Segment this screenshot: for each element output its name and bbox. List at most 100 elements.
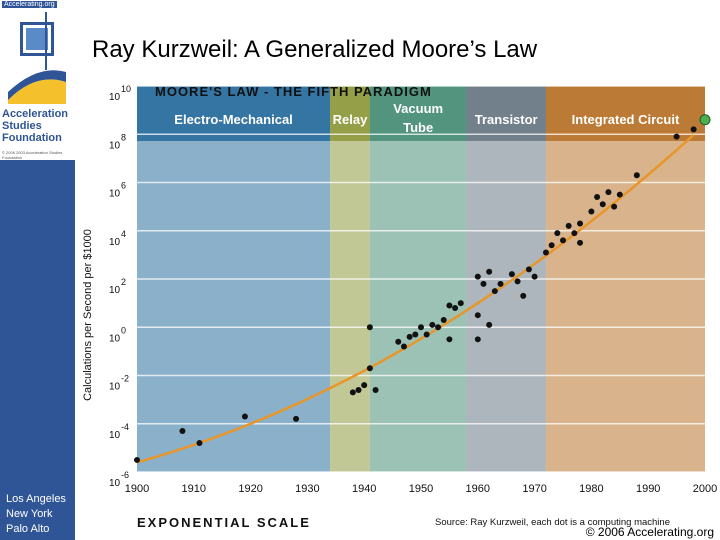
- y-tick-exponent: 10: [121, 84, 131, 94]
- data-point: [577, 220, 584, 227]
- source-note: Source: Ray Kurzweil, each dot is a comp…: [435, 517, 670, 528]
- data-point: [486, 268, 493, 275]
- data-point: [349, 389, 356, 396]
- data-point: [418, 324, 424, 331]
- data-point: [605, 189, 612, 196]
- copyright: © 2006 Accelerating.org: [585, 525, 714, 539]
- data-point: [423, 331, 430, 338]
- paradigm-label: Transistor: [475, 112, 538, 127]
- y-tick-exponent: -2: [121, 374, 129, 384]
- data-point: [520, 292, 527, 299]
- y-tick-label: 10: [109, 333, 121, 344]
- logo: Accelerating.org Acceleration Studies Fo…: [0, 0, 75, 160]
- data-point: [673, 133, 680, 140]
- paradigm-header: [545, 86, 705, 141]
- gridlines: [137, 85, 705, 473]
- city-palo-alto: Palo Alto: [6, 523, 50, 535]
- x-tick-label: 1930: [295, 483, 319, 495]
- y-tick-label: 10: [109, 478, 121, 489]
- data-point: [452, 304, 459, 311]
- data-point: [429, 321, 436, 328]
- data-point: [134, 456, 140, 463]
- data-point: [179, 427, 186, 434]
- paradigm-header: [137, 86, 331, 141]
- logo-url: Accelerating.org: [2, 1, 57, 8]
- data-point: [497, 280, 504, 287]
- data-point: [633, 172, 640, 179]
- data-point: [395, 338, 402, 345]
- y-tick-label: 10: [109, 189, 121, 200]
- y-tick-exponent: 8: [121, 132, 126, 142]
- data-point: [241, 413, 248, 420]
- data-point: [554, 230, 561, 237]
- data-point: [486, 321, 493, 328]
- data-point: [565, 222, 572, 229]
- logo-name-line-2: Studies: [2, 120, 42, 132]
- data-point: [435, 324, 442, 331]
- logo-name-line-1: Acceleration: [2, 108, 69, 120]
- data-point: [690, 126, 697, 133]
- x-tick-label: 1940: [352, 483, 376, 495]
- x-tick-label: 1960: [466, 483, 490, 495]
- paradigm-label: Relay: [333, 112, 368, 127]
- data-point: [594, 193, 601, 200]
- x-tick-label: 1920: [238, 483, 262, 495]
- data-point: [508, 271, 515, 278]
- paradigm-label: Tube: [403, 120, 433, 135]
- data-point: [366, 324, 373, 331]
- data-point: [531, 273, 538, 280]
- data-point: [355, 386, 362, 393]
- y-tick-exponent: -6: [121, 470, 129, 480]
- x-tick-label: 1980: [579, 483, 603, 495]
- city-new-york: New York: [6, 508, 53, 520]
- data-point: [548, 242, 555, 249]
- paradigm-header: [466, 86, 546, 141]
- data-point: [588, 208, 595, 215]
- data-points: [134, 114, 711, 463]
- y-tick-label: 10: [109, 430, 121, 441]
- data-point: [412, 331, 419, 338]
- exponential-scale-label: EXPONENTIAL SCALE: [137, 515, 311, 530]
- x-tick-label: 2000: [693, 483, 717, 495]
- trend-line: [136, 133, 695, 464]
- trend-line-group: [136, 133, 695, 464]
- data-point: [599, 201, 606, 208]
- paradigm-label: Electro-Mechanical: [174, 112, 293, 127]
- data-point: [480, 280, 487, 287]
- y-axis-label: Calculations per Second per $1000: [82, 229, 94, 401]
- data-point: [474, 273, 481, 280]
- paradigm-header: [330, 86, 370, 141]
- paradigm-label: Vacuum: [393, 101, 443, 116]
- data-point: [474, 312, 481, 319]
- x-tick-label: 1990: [636, 483, 660, 495]
- data-point: [400, 343, 407, 350]
- logo-copyright: © 2006 2003 Acceleration Studies Foundat…: [2, 150, 63, 160]
- data-point: [196, 440, 203, 447]
- x-tick-label: 1970: [522, 483, 546, 495]
- logo-name-line-3: Foundation: [2, 132, 62, 144]
- y-tick-label: 10: [109, 237, 121, 248]
- data-point: [611, 203, 618, 210]
- y-tick-exponent: 2: [121, 277, 126, 287]
- chart-title: MOORE'S LAW - THE FIFTH PARADIGM: [155, 84, 432, 99]
- paradigm-header: [369, 86, 467, 141]
- paradigm-label: Integrated Circuit: [572, 112, 680, 127]
- page-title: Ray Kurzweil: A Generalized Moore’s Law: [92, 36, 538, 63]
- logo-mark-icon: [8, 12, 66, 104]
- data-point: [560, 237, 566, 244]
- data-point: [577, 239, 584, 246]
- logo-name: Acceleration Studies Foundation: [2, 108, 75, 144]
- y-tick-label: 10: [109, 285, 121, 296]
- y-tick-label: 10: [109, 92, 121, 103]
- data-point: [474, 336, 481, 343]
- data-point: [293, 415, 300, 422]
- y-tick-exponent: 6: [121, 181, 126, 191]
- data-point: [571, 230, 578, 237]
- x-tick-label: 1910: [182, 483, 206, 495]
- data-point: [542, 249, 549, 256]
- sidebar: Accelerating.org Acceleration Studies Fo…: [0, 0, 75, 540]
- data-point: [616, 191, 623, 198]
- y-tick-exponent: 4: [121, 229, 126, 239]
